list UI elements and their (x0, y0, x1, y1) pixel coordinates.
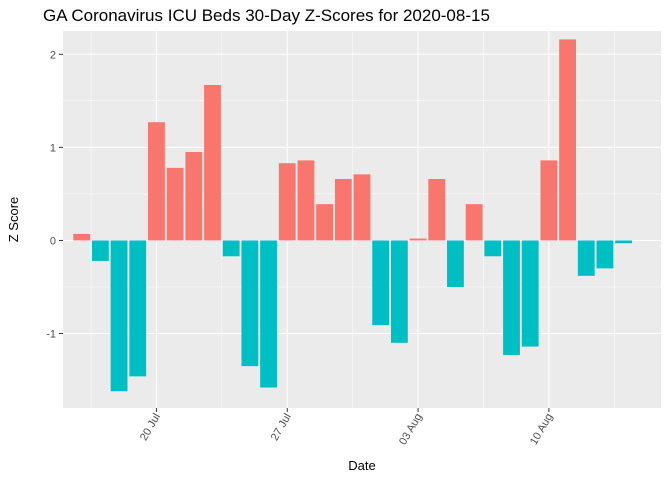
x-tick-label: 27 Jul (269, 412, 294, 443)
bar (222, 240, 240, 257)
bar (521, 240, 539, 347)
chart-title: GA Coronavirus ICU Beds 30-Day Z-Scores … (43, 6, 490, 25)
bar (465, 204, 483, 241)
bar (166, 167, 184, 241)
bar (334, 179, 352, 241)
bar (409, 238, 427, 241)
bar (540, 160, 558, 241)
y-tick-label: 2 (50, 49, 56, 61)
y-axis-title: Z Score (6, 197, 21, 243)
y-tick-label: 1 (50, 142, 56, 154)
bar (241, 240, 259, 367)
bar (185, 152, 203, 241)
bar (73, 233, 91, 241)
bar (260, 240, 277, 388)
bar (110, 240, 128, 392)
bar (91, 240, 109, 261)
y-tick-label: 0 (50, 235, 56, 247)
bar (316, 204, 334, 241)
x-tick-label: 20 Jul (138, 412, 163, 443)
bar (484, 240, 502, 257)
x-tick-label: 10 Aug (528, 412, 556, 448)
x-tick-label: 03 Aug (397, 412, 425, 448)
bar (577, 240, 595, 276)
bar (428, 179, 446, 241)
bar (503, 240, 520, 355)
x-axis-title: Date (348, 458, 375, 473)
bar (596, 240, 614, 269)
bar (297, 160, 315, 241)
bar (615, 240, 633, 244)
y-tick-label: -1 (46, 329, 56, 341)
bar (148, 122, 165, 241)
bar (559, 39, 576, 241)
bar (129, 240, 147, 377)
bar (204, 84, 221, 241)
bar (372, 240, 390, 326)
bar (353, 174, 371, 241)
bar (390, 240, 408, 343)
bar (447, 240, 464, 287)
bar (278, 163, 296, 241)
